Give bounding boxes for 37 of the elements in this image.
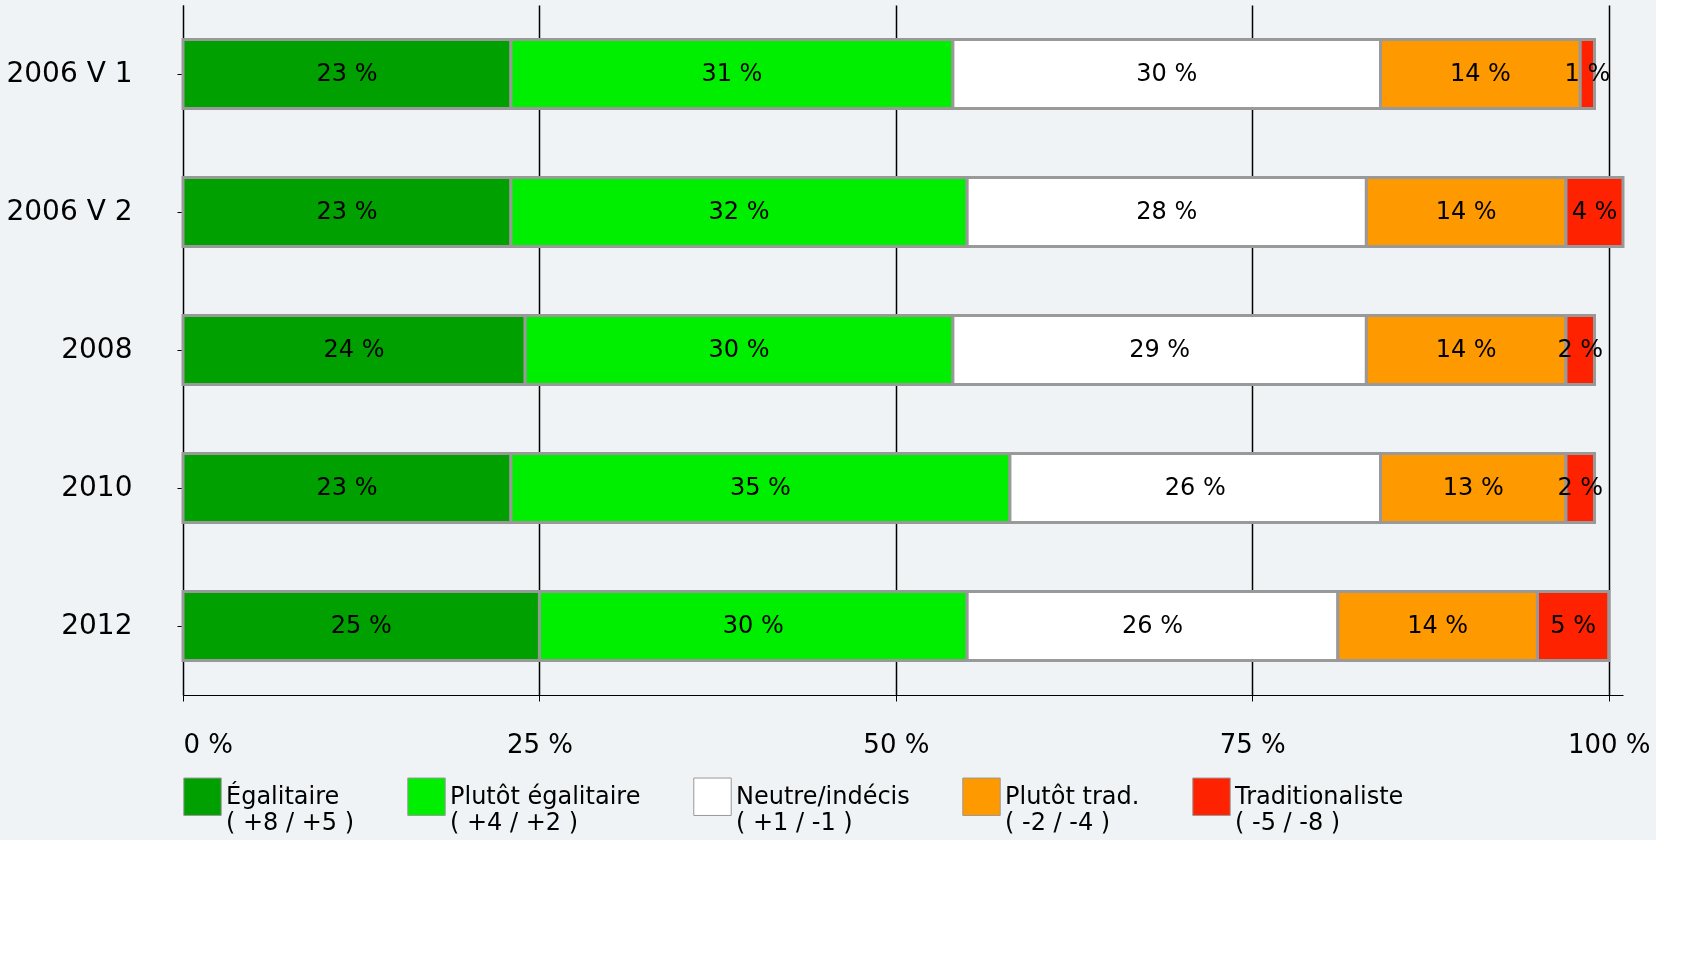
legend-label: Égalitaire ( +8 / +5 ): [226, 780, 355, 836]
data-label: 25 %: [330, 611, 392, 639]
y-tick-label: 2010: [61, 470, 133, 503]
data-label: 14 %: [1435, 335, 1497, 363]
data-label: 4 %: [1571, 197, 1618, 225]
y-tick-label: 2006 V 2: [6, 194, 133, 227]
legend-label: Plutôt trad. ( -2 / -4 ): [1005, 781, 1140, 836]
data-label: 31 %: [701, 59, 763, 87]
data-label: 32 %: [708, 197, 770, 225]
y-tick-label: 2008: [61, 332, 133, 365]
data-label: 14 %: [1449, 59, 1511, 87]
x-tick-label: 0 %: [183, 728, 234, 759]
data-label: 13 %: [1442, 473, 1504, 501]
data-label: 30 %: [722, 611, 784, 639]
data-label: 26 %: [1122, 611, 1183, 639]
data-label: 28 %: [1136, 197, 1198, 225]
legend-label: Traditionaliste ( -5 / -8 ): [1234, 781, 1404, 836]
data-label: 29 %: [1129, 335, 1191, 363]
data-label: 5 %: [1550, 611, 1596, 639]
data-label: 14 %: [1435, 197, 1497, 225]
x-tick-label: 75 %: [1219, 728, 1286, 759]
data-label: 30 %: [708, 335, 770, 363]
x-tick-label: 25 %: [506, 728, 573, 759]
legend-label: Plutôt égalitaire ( +4 / +2 ): [450, 781, 641, 836]
data-label: 14 %: [1407, 611, 1469, 639]
x-tick-label: 100 %: [1567, 728, 1651, 759]
y-tick-label: 2006 V 1: [6, 56, 133, 89]
data-label: 23 %: [316, 197, 378, 225]
data-label: 24 %: [323, 335, 385, 363]
data-label: 26 %: [1164, 473, 1226, 501]
x-tick-label: 50 %: [863, 728, 930, 759]
data-label: 23 %: [316, 473, 378, 501]
data-label: 30 %: [1136, 59, 1198, 87]
legend-label: Neutre/indécis ( +1 / -1 ): [736, 781, 910, 836]
data-label: 23 %: [316, 59, 378, 87]
data-label: 35 %: [729, 473, 791, 501]
y-tick-label: 2012: [61, 608, 133, 641]
